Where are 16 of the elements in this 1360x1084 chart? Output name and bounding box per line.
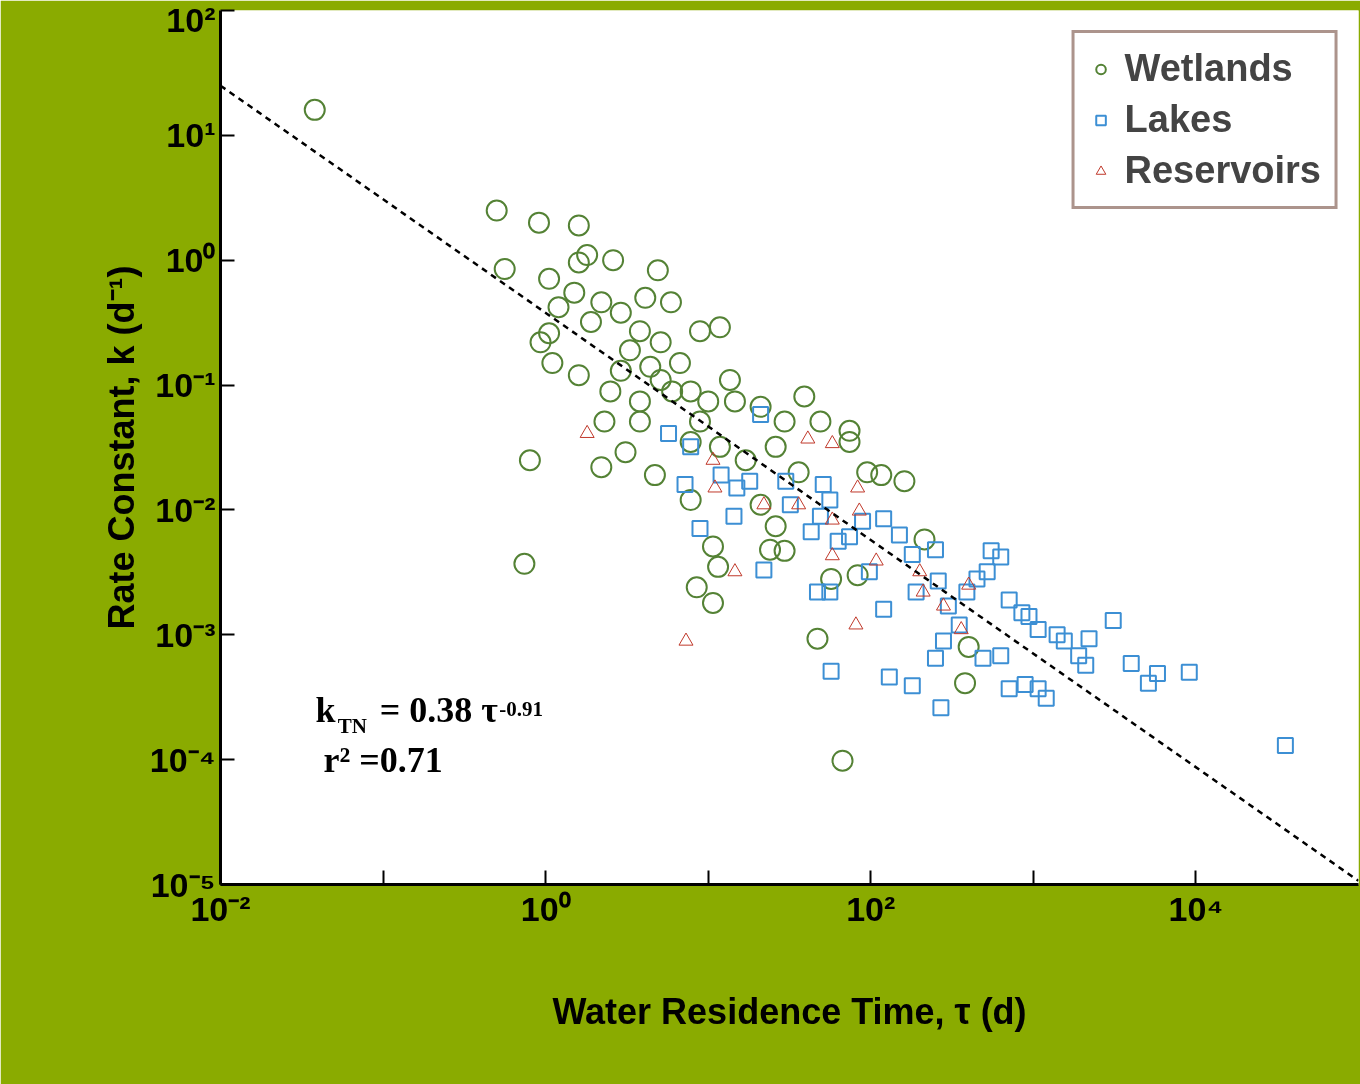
legend-label: Lakes [1124, 98, 1233, 141]
legend-label: Reservoirs [1124, 149, 1321, 192]
annotation: r² =0.71 [323, 739, 443, 780]
y-tick-label: 10⁻¹ [155, 366, 216, 405]
legend-label: Wetlands [1124, 47, 1293, 90]
y-tick-label: 10⁻³ [155, 615, 216, 654]
y-tick-label: 10⁻⁴ [149, 740, 216, 779]
y-tick-label: 10⁰ [165, 241, 216, 280]
y-tick-label: 10⁻² [155, 490, 216, 529]
y-tick-label: 10¹ [166, 116, 216, 155]
y-axis-title: Rate Constant, k (d⁻¹) [100, 265, 142, 630]
x-axis-title: Water Residence Time, τ (d) [552, 990, 1027, 1032]
x-tick-label: 10⁰ [520, 889, 571, 928]
y-tick-label: 10² [166, 0, 216, 39]
x-tick-label: 10² [846, 889, 896, 928]
x-tick-label: 10⁴ [1168, 889, 1224, 928]
